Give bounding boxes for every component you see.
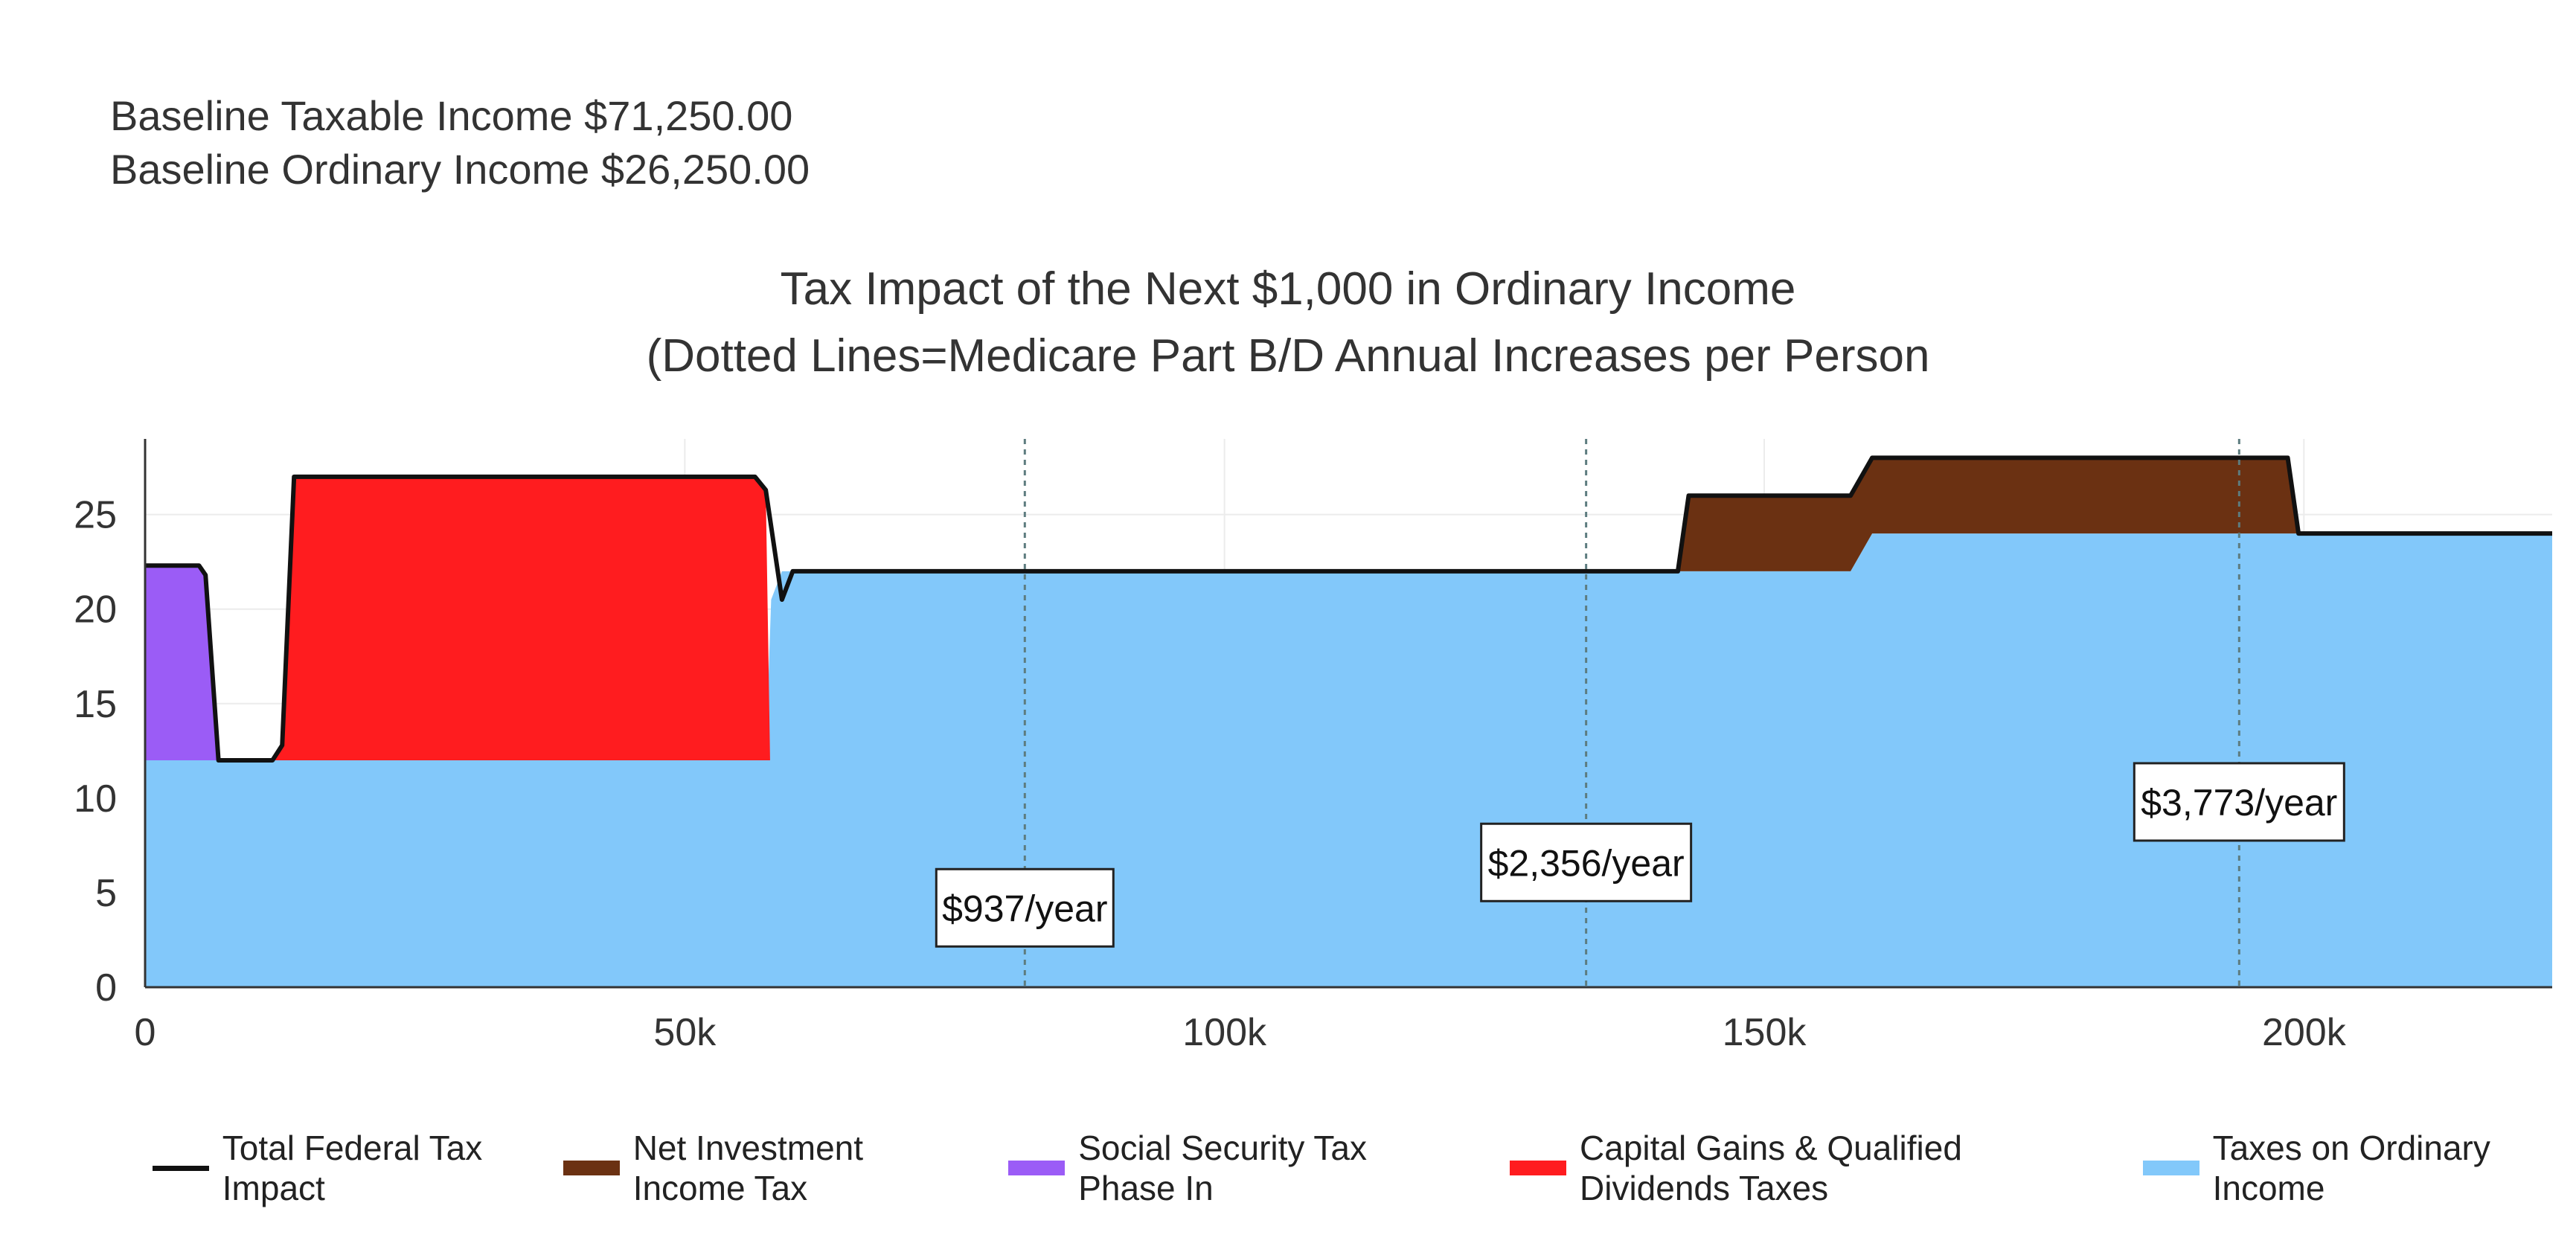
y-tick-label: 10 bbox=[74, 777, 117, 821]
legend-item-social-security[interactable]: Social Security Tax Phase In bbox=[1008, 1128, 1435, 1208]
series-total-line bbox=[145, 455, 2552, 763]
legend-swatch-capital-gains bbox=[1510, 1161, 1567, 1175]
legend-swatch-total bbox=[153, 1165, 209, 1171]
x-tick-label: 0 bbox=[135, 1011, 156, 1054]
legend-item-total[interactable]: Total Federal Tax Impact bbox=[153, 1128, 529, 1208]
legend-label-total: Total Federal Tax Impact bbox=[222, 1129, 483, 1207]
legend-item-capital-gains[interactable]: Capital Gains & Qualified Dividends Taxe… bbox=[1510, 1128, 2109, 1208]
y-tick-label: 0 bbox=[95, 966, 117, 1010]
legend-label-ordinary: Taxes on Ordinary Income bbox=[2212, 1129, 2490, 1207]
medicare-label-box bbox=[935, 867, 1115, 948]
legend-swatch-ordinary bbox=[2142, 1161, 2199, 1175]
baseline-taxable-income: Baseline Taxable Income $71,250.00 bbox=[110, 92, 793, 139]
series-social-security-area bbox=[145, 565, 219, 761]
baseline-ordinary-income: Baseline Ordinary Income $26,250.00 bbox=[110, 146, 810, 193]
medicare-label-box bbox=[1480, 822, 1693, 902]
x-tick-label: 200k bbox=[2262, 1011, 2347, 1054]
y-tick-label: 20 bbox=[74, 588, 117, 632]
medicare-label: $2,356/year bbox=[1488, 842, 1685, 884]
x-tick-label: 50k bbox=[653, 1011, 717, 1054]
chart-title: Tax Impact of the Next $1,000 in Ordinar… bbox=[780, 263, 1796, 315]
legend-item-ordinary[interactable]: Taxes on Ordinary Income bbox=[2142, 1128, 2542, 1208]
chart-subtitle: (Dotted Lines=Medicare Part B/D Annual I… bbox=[646, 330, 1930, 382]
series-ordinary-income-area bbox=[145, 533, 2552, 987]
y-tick-label: 25 bbox=[74, 494, 117, 537]
legend-label-niit: Net Investment Income Tax bbox=[632, 1129, 864, 1207]
medicare-label-box bbox=[2133, 762, 2345, 842]
legend-label-capital-gains: Capital Gains & Qualified Dividends Taxe… bbox=[1580, 1129, 1962, 1207]
series-niit-area bbox=[1677, 458, 2299, 571]
medicare-label: $3,773/year bbox=[2141, 782, 2337, 824]
y-tick-label: 5 bbox=[95, 872, 117, 915]
y-tick-label: 15 bbox=[74, 683, 117, 726]
legend-item-niit[interactable]: Net Investment Income Tax bbox=[563, 1128, 974, 1208]
x-tick-label: 100k bbox=[1182, 1011, 1267, 1054]
series-capital-gains-area bbox=[272, 476, 770, 761]
x-tick-label: 150k bbox=[1723, 1011, 1807, 1054]
medicare-label: $937/year bbox=[942, 888, 1107, 929]
legend-label-social-security: Social Security Tax Phase In bbox=[1078, 1129, 1367, 1207]
legend: Total Federal Tax Impact Net Investment … bbox=[153, 1128, 2576, 1208]
legend-swatch-social-security bbox=[1008, 1161, 1066, 1175]
legend-swatch-niit bbox=[563, 1161, 620, 1175]
